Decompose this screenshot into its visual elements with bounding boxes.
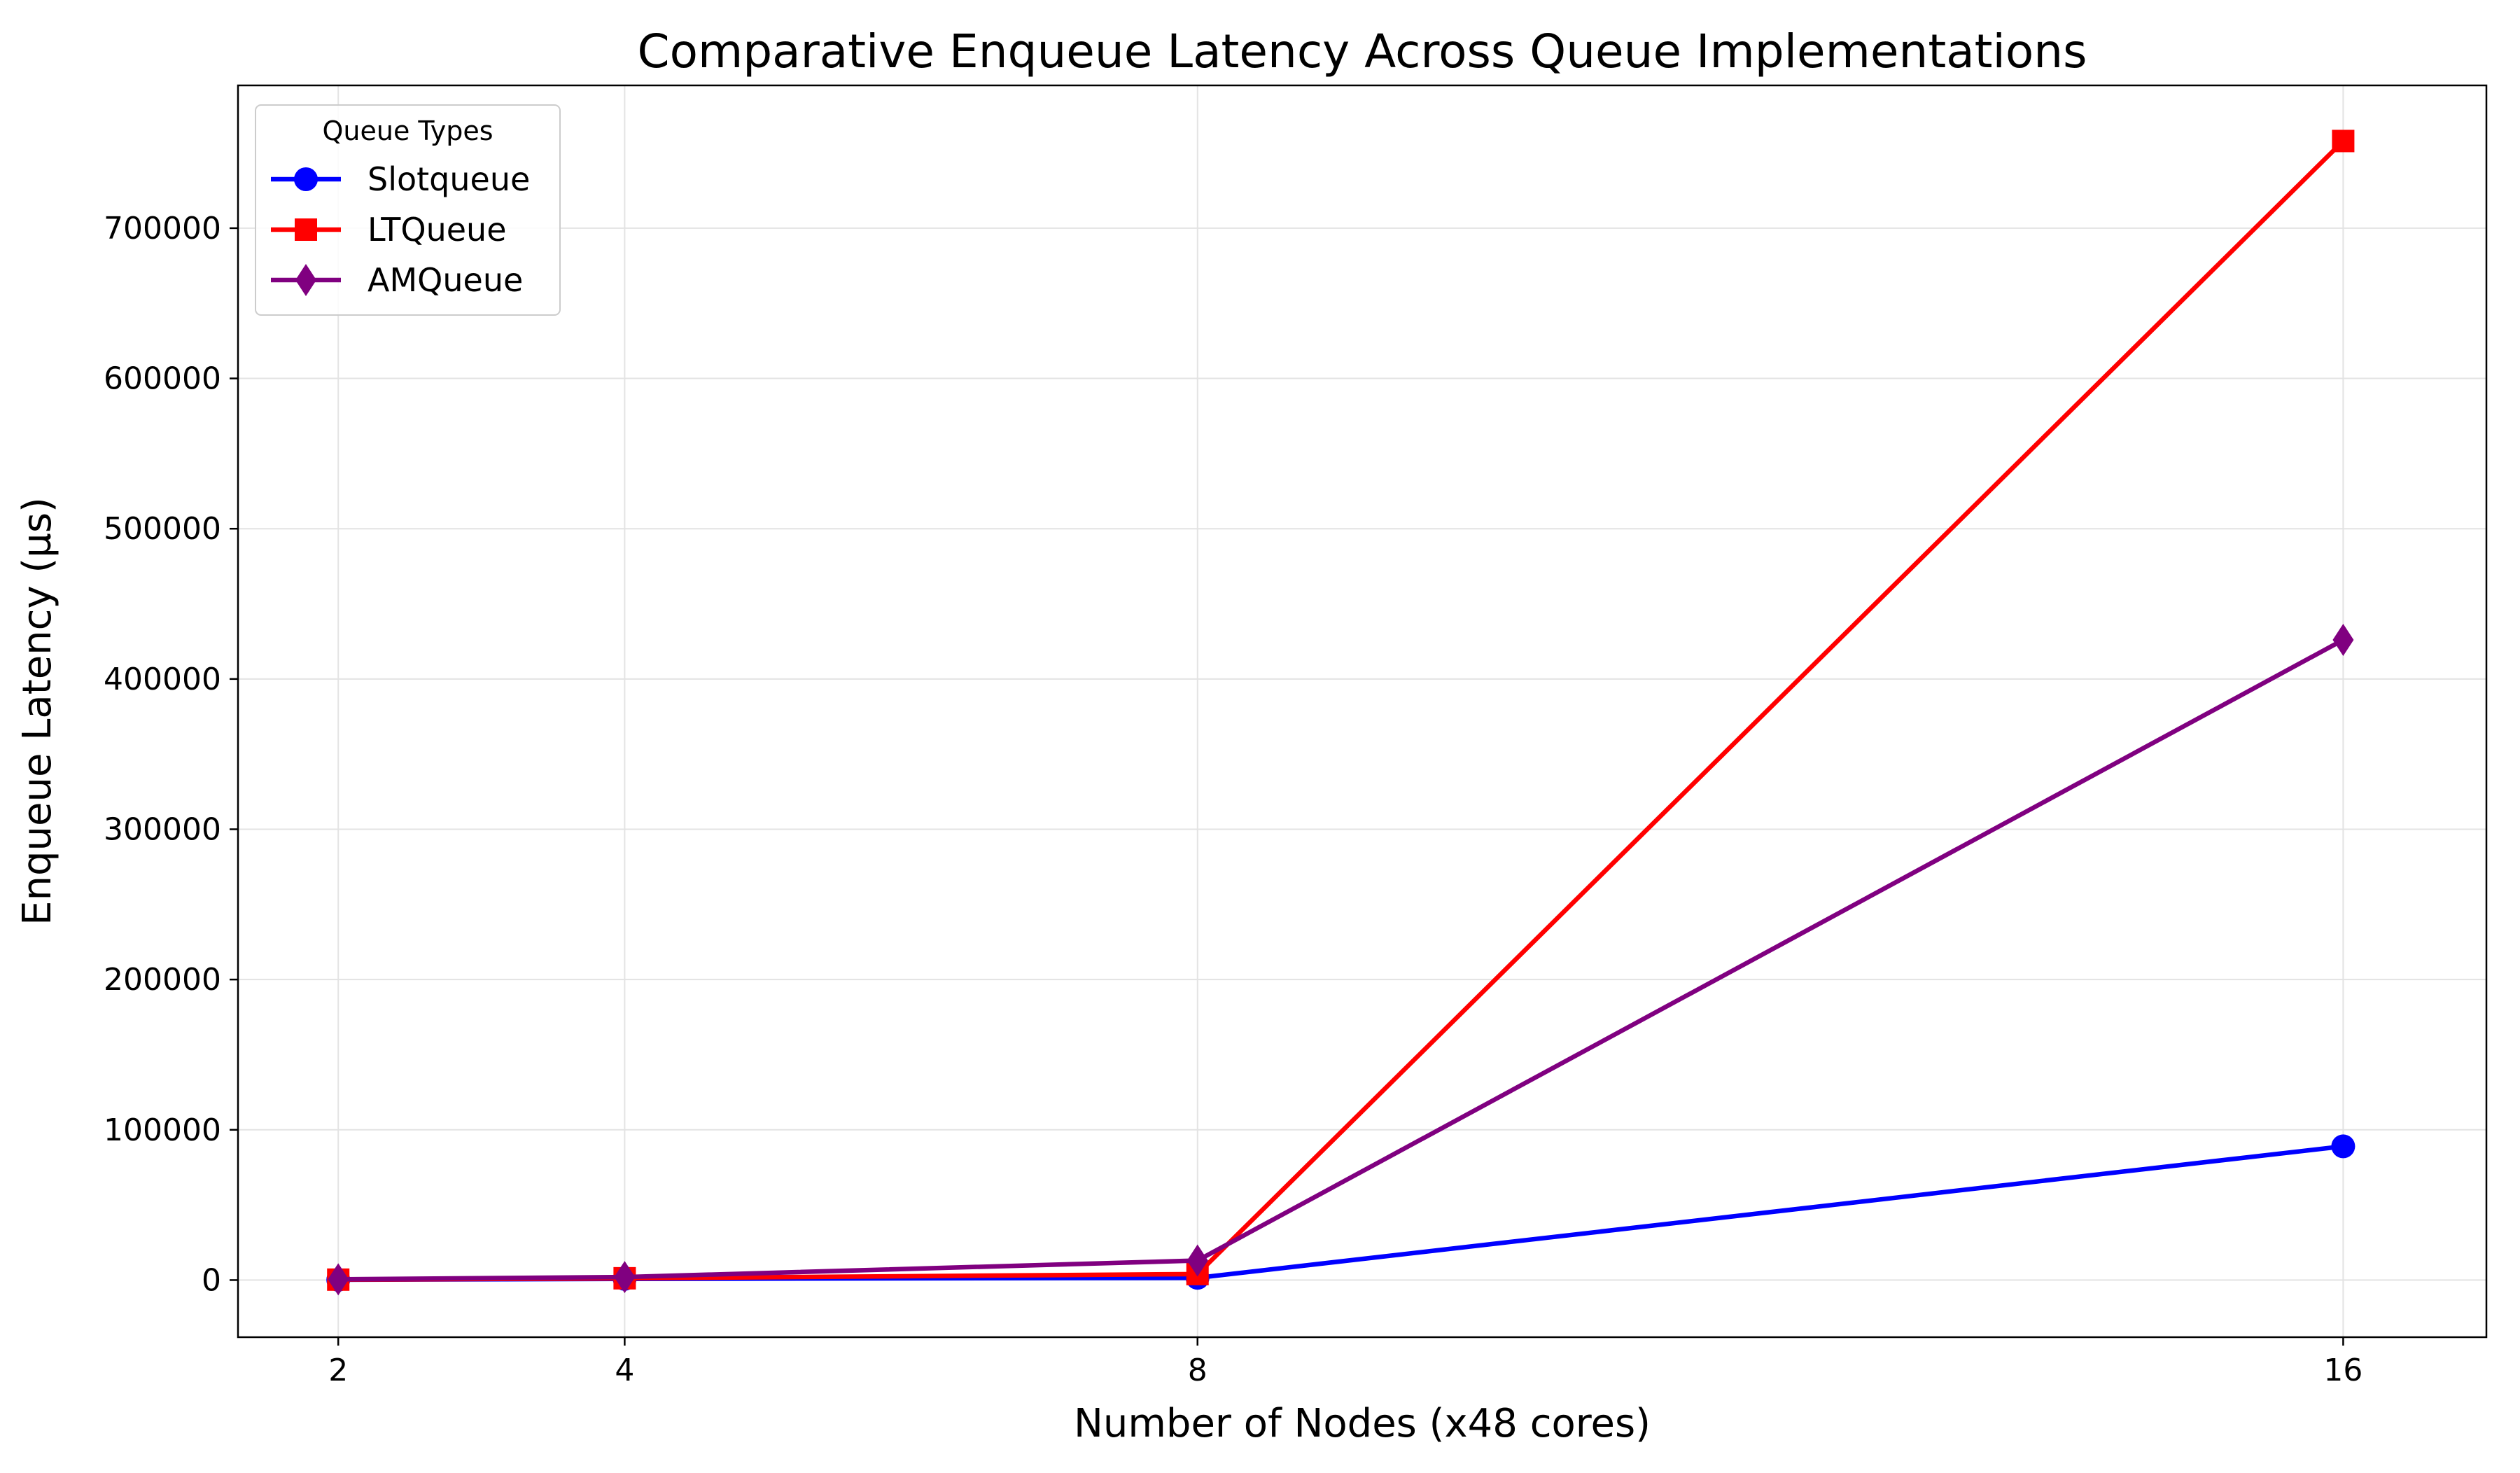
plot-frame (237, 84, 2488, 1339)
y-tick-label: 700000 (104, 211, 221, 246)
x-tick-label: 16 (2323, 1353, 2362, 1388)
y-tick-label: 0 (202, 1262, 221, 1298)
legend-label-slotqueue: Slotqueue (368, 160, 530, 198)
series-layer (326, 130, 2356, 1296)
series-line-ltqueue (335, 139, 2346, 1283)
legend-title: Queue Types (323, 116, 493, 146)
y-tick-label: 400000 (104, 662, 221, 697)
legend-swatch-marker (294, 167, 318, 191)
legend: Queue Types Slotqueue LTQueue AMQueue (255, 104, 561, 316)
y-tick-label: 300000 (104, 811, 221, 847)
legend-entry-ltqueue: LTQueue (271, 211, 507, 249)
grid-lines (238, 85, 2486, 1337)
data-point-amqueue (614, 1261, 636, 1294)
series-ltqueue (327, 130, 2355, 1291)
data-point-slotqueue (2331, 1134, 2356, 1159)
data-point-amqueue (1186, 1244, 1208, 1277)
y-tick-label: 600000 (104, 361, 221, 397)
x-axis-title: Number of Nodes (x48 cores) (1074, 1401, 1651, 1446)
data-point-ltqueue (2332, 130, 2355, 153)
axis-ticks: 0 100000 200000 300000 400000 500000 600000 700… (104, 211, 2362, 1388)
y-tick-label: 200000 (104, 962, 221, 998)
legend-box (255, 104, 561, 316)
chart-title: Comparative Enqueue Latency Across Queue… (637, 25, 2087, 78)
y-tick-label: 100000 (104, 1112, 221, 1148)
series-amqueue (328, 624, 2354, 1296)
legend-label-ltqueue: LTQueue (368, 211, 507, 249)
y-axis-title: Enqueue Latency (µs) (15, 497, 60, 926)
legend-swatch-marker (295, 264, 316, 296)
legend-entry-amqueue: AMQueue (271, 261, 523, 299)
x-tick-label: 2 (328, 1353, 348, 1388)
x-tick-label: 4 (615, 1353, 634, 1388)
data-point-amqueue (2332, 624, 2354, 657)
x-tick-label: 8 (1188, 1353, 1208, 1388)
legend-label-amqueue: AMQueue (368, 261, 523, 299)
y-tick-label: 500000 (104, 511, 221, 547)
series-line-slotqueue (335, 1144, 2346, 1283)
series-line-amqueue (335, 637, 2346, 1282)
data-point-amqueue (328, 1263, 349, 1296)
legend-entry-slotqueue: Slotqueue (271, 160, 530, 198)
legend-swatch-marker (295, 218, 317, 241)
